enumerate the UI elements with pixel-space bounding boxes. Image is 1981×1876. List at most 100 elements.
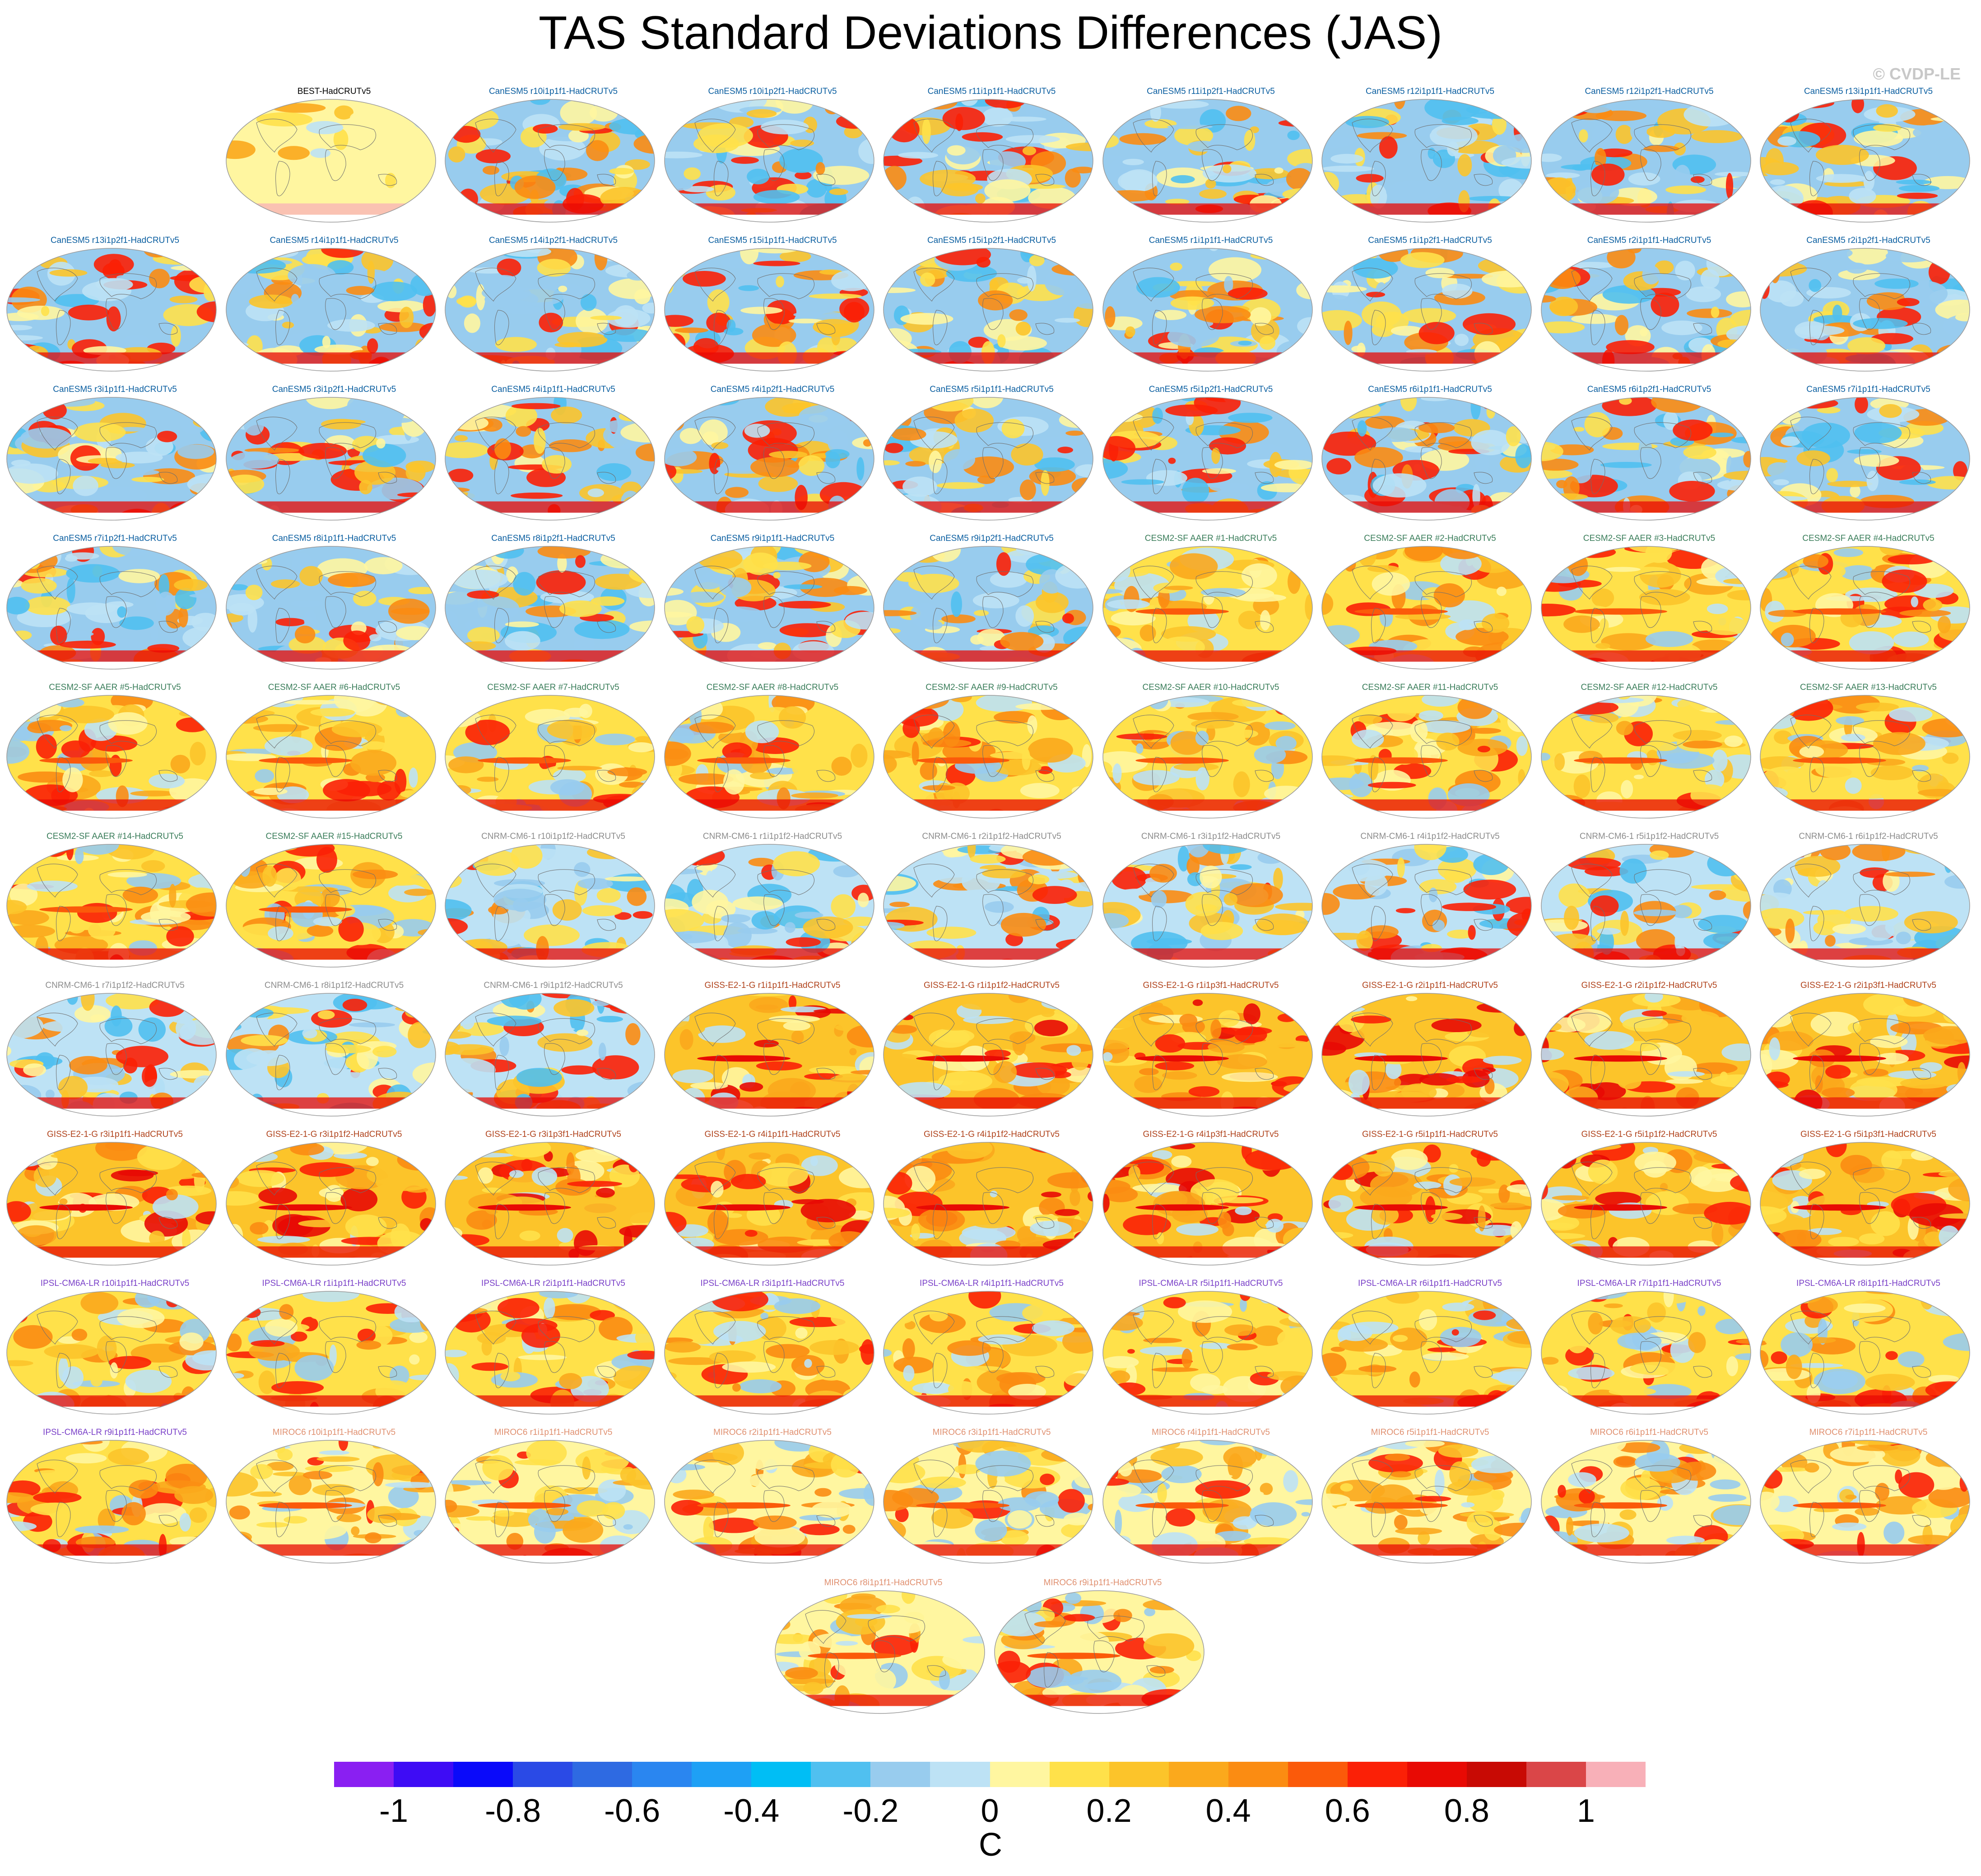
map-panel-label: CNRM-CM6-1 r4i1p1f2-HadCRUTv5 [1360, 832, 1500, 841]
map-panel: MIROC6 r1i1p1f1-HadCRUTv5 [444, 1428, 663, 1577]
map-panel-label: CNRM-CM6-1 r7i1p1f2-HadCRUTv5 [45, 981, 185, 990]
map-panel-label: CESM2-SF AAER #4-HadCRUTv5 [1802, 534, 1934, 543]
colorbar-tick-label: 0 [981, 1793, 999, 1829]
map-panel-label: IPSL-CM6A-LR r10i1p1f1-HadCRUTv5 [40, 1279, 190, 1288]
map-panel: CESM2-SF AAER #1-HadCRUTv5 [1102, 534, 1321, 683]
world-map [225, 844, 436, 968]
map-panel-label: MIROC6 r10i1p1f1-HadCRUTv5 [272, 1428, 396, 1437]
world-map [994, 1590, 1204, 1714]
world-map [1540, 844, 1751, 968]
colorbar-swatch [334, 1762, 394, 1787]
world-map [1540, 397, 1751, 521]
world-map [1540, 695, 1751, 819]
colorbar-swatch [1407, 1762, 1467, 1787]
map-panel-label: IPSL-CM6A-LR r1i1p1f1-HadCRUTv5 [262, 1279, 406, 1288]
colorbar-tick-label: -0.4 [723, 1793, 780, 1829]
map-panel-label: CNRM-CM6-1 r10i1p1f2-HadCRUTv5 [481, 832, 625, 841]
map-panel-label: CESM2-SF AAER #13-HadCRUTv5 [1800, 683, 1937, 692]
map-panel-label: CESM2-SF AAER #9-HadCRUTv5 [925, 683, 1058, 692]
map-panel-label: CanESM5 r7i1p2f1-HadCRUTv5 [53, 534, 177, 543]
colorbar-swatch [1049, 1762, 1109, 1787]
map-panel-label: CanESM5 r10i1p2f1-HadCRUTv5 [708, 87, 837, 96]
map-panel: MIROC6 r3i1p1f1-HadCRUTv5 [882, 1428, 1101, 1577]
world-map [445, 546, 655, 670]
map-panel-label: CanESM5 r4i1p1f1-HadCRUTv5 [491, 385, 615, 394]
map-panel-label: CNRM-CM6-1 r3i1p1f2-HadCRUTv5 [1141, 832, 1281, 841]
colorbar-unit-label: C [979, 1827, 1002, 1863]
map-panel: CanESM5 r14i1p2f1-HadCRUTv5 [444, 236, 663, 385]
world-map [1540, 1291, 1751, 1415]
colorbar-tick-label: -0.8 [485, 1793, 541, 1829]
world-map [883, 993, 1093, 1117]
world-map [1102, 1142, 1313, 1266]
map-panel-label: MIROC6 r4i1p1f1-HadCRUTv5 [1152, 1428, 1270, 1437]
map-panel: CanESM5 r2i1p2f1-HadCRUTv5 [1759, 236, 1978, 385]
world-map [1102, 546, 1313, 670]
world-map [1760, 248, 1970, 372]
map-panel: GISS-E2-1-G r3i1p3f1-HadCRUTv5 [444, 1130, 663, 1279]
map-panel-label: CanESM5 r4i1p2f1-HadCRUTv5 [710, 385, 835, 394]
world-map [664, 993, 874, 1117]
map-panel: CanESM5 r4i1p2f1-HadCRUTv5 [663, 385, 882, 534]
map-panel-label: GISS-E2-1-G r3i1p1f1-HadCRUTv5 [47, 1130, 183, 1139]
map-panel-label: MIROC6 r1i1p1f1-HadCRUTv5 [494, 1428, 613, 1437]
world-map [1540, 99, 1751, 223]
map-panel: CNRM-CM6-1 r6i1p1f2-HadCRUTv5 [1759, 832, 1978, 981]
map-panel: CanESM5 r8i1p2f1-HadCRUTv5 [444, 534, 663, 683]
map-panel-label: CanESM5 r8i1p1f1-HadCRUTv5 [272, 534, 396, 543]
map-panel-label: CanESM5 r13i1p2f1-HadCRUTv5 [50, 236, 180, 245]
world-map [664, 248, 874, 372]
world-map [1760, 99, 1970, 223]
world-map [225, 1142, 436, 1266]
map-panel-label: GISS-E2-1-G r4i1p1f1-HadCRUTv5 [704, 1130, 841, 1139]
world-map [1102, 993, 1313, 1117]
map-panel: GISS-E2-1-G r2i1p1f2-HadCRUTv5 [1540, 981, 1759, 1130]
map-panel: IPSL-CM6A-LR r9i1p1f1-HadCRUTv5 [5, 1428, 224, 1577]
map-panel-label: CESM2-SF AAER #2-HadCRUTv5 [1364, 534, 1496, 543]
map-panel: CanESM5 r5i1p2f1-HadCRUTv5 [1102, 385, 1321, 534]
map-panel: CanESM5 r10i1p2f1-HadCRUTv5 [663, 87, 882, 236]
colorbar-swatch [513, 1762, 573, 1787]
world-map [883, 397, 1093, 521]
map-panel-label: CanESM5 r7i1p1f1-HadCRUTv5 [1806, 385, 1930, 394]
map-panel-label: GISS-E2-1-G r4i1p1f2-HadCRUTv5 [924, 1130, 1060, 1139]
map-panel: CanESM5 r8i1p1f1-HadCRUTv5 [225, 534, 444, 683]
map-panel-label: CNRM-CM6-1 r6i1p1f2-HadCRUTv5 [1799, 832, 1938, 841]
map-panel-label: CanESM5 r12i1p1f1-HadCRUTv5 [1365, 87, 1495, 96]
world-map [445, 99, 655, 223]
map-panel: CNRM-CM6-1 r2i1p1f2-HadCRUTv5 [882, 832, 1101, 981]
map-panel-label: IPSL-CM6A-LR r3i1p1f1-HadCRUTv5 [700, 1279, 845, 1288]
world-map [883, 99, 1093, 223]
world-map [883, 1142, 1093, 1266]
map-panel: CESM2-SF AAER #13-HadCRUTv5 [1759, 683, 1978, 832]
colorbar-swatch [811, 1762, 871, 1787]
world-map [883, 695, 1093, 819]
map-panel-label: GISS-E2-1-G r3i1p1f2-HadCRUTv5 [266, 1130, 402, 1139]
map-panel-label: CESM2-SF AAER #10-HadCRUTv5 [1142, 683, 1279, 692]
map-panel: GISS-E2-1-G r1i1p1f1-HadCRUTv5 [663, 981, 882, 1130]
map-panel: CNRM-CM6-1 r1i1p1f2-HadCRUTv5 [663, 832, 882, 981]
colorbar-swatch [692, 1762, 752, 1787]
map-panel-label: GISS-E2-1-G r3i1p3f1-HadCRUTv5 [485, 1130, 621, 1139]
map-panel: IPSL-CM6A-LR r2i1p1f1-HadCRUTv5 [444, 1279, 663, 1428]
map-panel: CanESM5 r12i1p2f1-HadCRUTv5 [1540, 87, 1759, 236]
world-map [883, 1291, 1093, 1415]
map-panel-label: CESM2-SF AAER #1-HadCRUTv5 [1144, 534, 1277, 543]
map-panel-label: IPSL-CM6A-LR r2i1p1f1-HadCRUTv5 [481, 1279, 625, 1288]
map-panel: GISS-E2-1-G r5i1p1f2-HadCRUTv5 [1540, 1130, 1759, 1279]
map-panel: IPSL-CM6A-LR r5i1p1f1-HadCRUTv5 [1102, 1279, 1321, 1428]
map-panel-label: CanESM5 r1i1p1f1-HadCRUTv5 [1149, 236, 1273, 245]
map-panel: CanESM5 r4i1p1f1-HadCRUTv5 [444, 385, 663, 534]
map-panel: CanESM5 r1i1p1f1-HadCRUTv5 [1102, 236, 1321, 385]
map-panel: CESM2-SF AAER #7-HadCRUTv5 [444, 683, 663, 832]
colorbar-swatch [930, 1762, 990, 1787]
map-panel: IPSL-CM6A-LR r8i1p1f1-HadCRUTv5 [1759, 1279, 1978, 1428]
map-panel: CanESM5 r10i1p1f1-HadCRUTv5 [444, 87, 663, 236]
map-panel-label: MIROC6 r2i1p1f1-HadCRUTv5 [713, 1428, 832, 1437]
map-panel: MIROC6 r7i1p1f1-HadCRUTv5 [1759, 1428, 1978, 1577]
map-panel-label: BEST-HadCRUTv5 [297, 87, 371, 96]
world-map [664, 1291, 874, 1415]
world-map [1321, 695, 1532, 819]
map-panel: CESM2-SF AAER #11-HadCRUTv5 [1321, 683, 1539, 832]
map-panel-label: GISS-E2-1-G r2i1p3f1-HadCRUTv5 [1800, 981, 1936, 990]
